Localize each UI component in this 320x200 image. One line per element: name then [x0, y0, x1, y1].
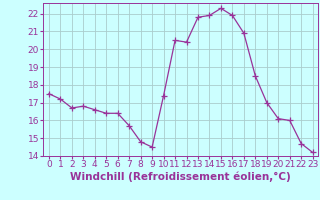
X-axis label: Windchill (Refroidissement éolien,°C): Windchill (Refroidissement éolien,°C)	[70, 172, 291, 182]
